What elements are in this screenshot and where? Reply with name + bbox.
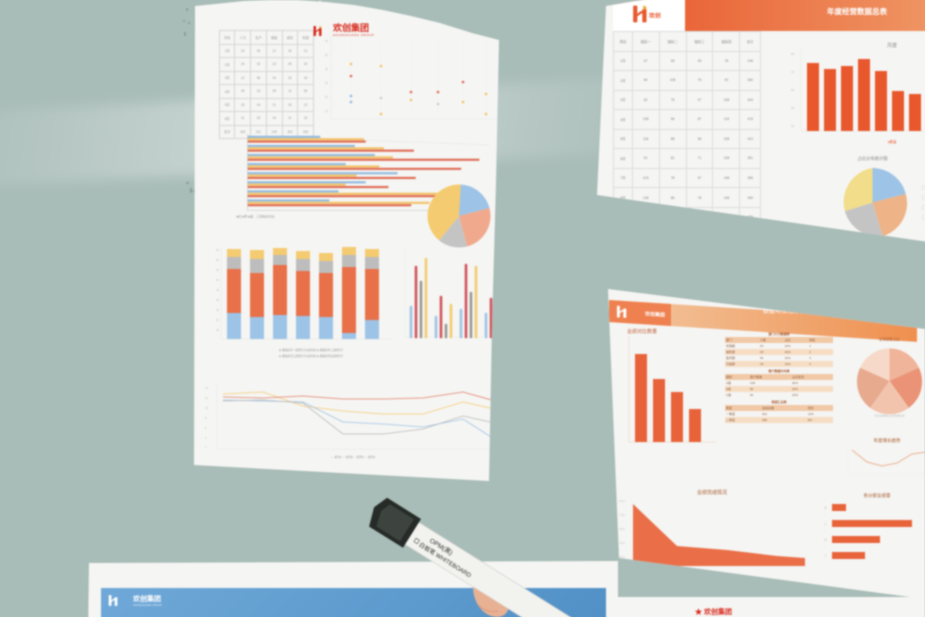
- svg-text:8: 8: [205, 416, 207, 420]
- svg-text:50: 50: [791, 88, 795, 92]
- svg-text:乙: 乙: [824, 521, 827, 526]
- svg-text:3000: 3000: [619, 555, 625, 559]
- svg-text:50: 50: [216, 268, 219, 272]
- svg-text:4500: 4500: [619, 541, 625, 545]
- svg-text:10: 10: [205, 406, 208, 410]
- svg-text:30: 30: [325, 67, 328, 71]
- svg-text:●数量: ●数量: [888, 139, 897, 144]
- svg-text:60: 60: [216, 248, 219, 252]
- svg-text:25: 25: [325, 81, 328, 85]
- svg-text:●历年业绩走势: ●历年业绩走势: [703, 575, 722, 579]
- svg-text:14: 14: [205, 386, 208, 390]
- svg-text:业绩完成情况: 业绩完成情况: [697, 489, 727, 496]
- svg-text:★ 数据系列一说明文字示意内容 ★ 数据系列二说明文字: ★ 数据系列一说明文字示意内容 ★ 数据系列二说明文字: [279, 348, 344, 352]
- svg-text:90: 90: [791, 52, 795, 56]
- svg-text:9000: 9000: [619, 499, 625, 503]
- svg-text:月度: 月度: [887, 42, 897, 49]
- svg-text:40: 40: [216, 288, 219, 292]
- svg-text:25: 25: [216, 318, 219, 322]
- svg-text:★ 数据系列三说明文字示意内容 ★ 数据系列四说明文字: ★ 数据系列三说明文字示意内容 ★ 数据系列四说明文字: [279, 354, 344, 358]
- svg-text:2: 2: [205, 445, 207, 449]
- svg-text:年度增长趋势: 年度增长趋势: [874, 437, 901, 444]
- svg-text:30: 30: [791, 106, 795, 110]
- svg-text:欢创: 欢创: [648, 11, 661, 19]
- svg-text:4: 4: [205, 436, 207, 440]
- svg-text:占比分布统计图: 占比分布统计图: [857, 155, 887, 162]
- svg-text:甲: 甲: [824, 506, 827, 510]
- svg-text:■红 ■黄 ■蓝：三项指标对比: ■红 ■黄 ■蓝：三项指标对比: [237, 214, 275, 219]
- svg-text:55: 55: [216, 258, 219, 262]
- svg-text:20: 20: [216, 328, 219, 332]
- svg-text:各分部业绩量: 各分部业绩量: [864, 492, 891, 499]
- svg-text:35: 35: [325, 53, 328, 57]
- svg-text:丁: 丁: [824, 554, 827, 558]
- svg-text:6: 6: [205, 426, 207, 430]
- svg-text:12: 12: [205, 396, 208, 400]
- svg-text:7500: 7500: [619, 513, 625, 517]
- svg-text:15: 15: [325, 109, 328, 113]
- svg-text:10: 10: [791, 124, 795, 128]
- svg-text:30: 30: [216, 308, 219, 312]
- svg-text:— 系列1 — 系列2 -- 系列3 — 系列4: — 系列1 — 系列2 -- 系列3 — 系列4: [331, 455, 376, 459]
- svg-text:70: 70: [791, 70, 795, 74]
- svg-text:丙: 丙: [824, 538, 827, 542]
- svg-text:区域销售占比: 区域销售占比: [879, 337, 900, 342]
- svg-text:35: 35: [216, 298, 219, 302]
- svg-text:40: 40: [325, 39, 328, 43]
- svg-text:6000: 6000: [619, 527, 625, 531]
- svg-text:45: 45: [216, 278, 219, 282]
- svg-text:20: 20: [325, 95, 328, 99]
